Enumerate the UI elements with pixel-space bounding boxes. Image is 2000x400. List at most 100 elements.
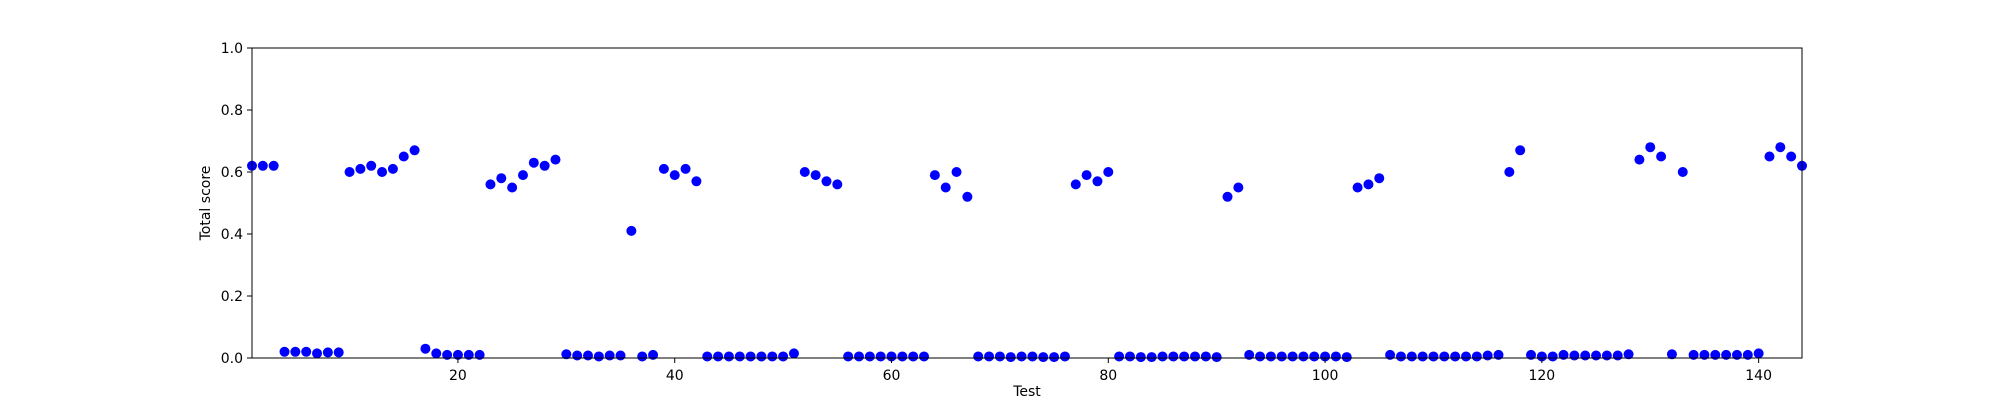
data-point (1764, 151, 1775, 162)
data-point (1634, 154, 1645, 165)
data-point (1363, 179, 1374, 190)
data-point (398, 151, 409, 162)
data-point (1341, 352, 1352, 363)
data-point (1190, 351, 1201, 362)
data-point (1298, 351, 1309, 362)
data-point (1330, 351, 1341, 362)
data-point (1114, 351, 1125, 362)
data-point (517, 170, 528, 181)
data-point (745, 351, 756, 362)
data-points (247, 142, 1807, 363)
data-point (485, 179, 496, 190)
data-point (1070, 179, 1081, 190)
data-point (355, 163, 366, 174)
data-point (1688, 349, 1699, 360)
plot-background (252, 48, 1802, 358)
data-point (810, 170, 821, 181)
data-point (539, 160, 550, 171)
data-point (1536, 351, 1547, 362)
data-point (1385, 349, 1396, 360)
data-point (853, 351, 864, 362)
data-point (929, 170, 940, 181)
data-point (1428, 351, 1439, 362)
data-point (1146, 352, 1157, 363)
data-point (984, 351, 995, 362)
data-point (897, 351, 908, 362)
data-point (1710, 349, 1721, 360)
data-point (940, 182, 951, 193)
data-point (1135, 352, 1146, 363)
data-point (604, 350, 615, 361)
data-point (648, 349, 659, 360)
data-point (1157, 351, 1168, 362)
data-point (344, 167, 355, 177)
data-point (1439, 351, 1450, 362)
x-tick-label: 140 (1745, 368, 1772, 384)
data-point (561, 349, 572, 360)
data-point (593, 351, 604, 362)
data-point (1721, 349, 1732, 360)
data-point (322, 347, 333, 358)
data-point (268, 160, 279, 171)
data-point (550, 154, 561, 165)
data-point (474, 349, 485, 360)
data-point (1081, 170, 1092, 181)
data-point (626, 225, 637, 236)
data-point (1450, 351, 1461, 362)
data-point (1677, 167, 1688, 177)
data-point (1255, 351, 1266, 362)
data-point (1027, 351, 1038, 362)
data-point (572, 350, 583, 361)
data-point (583, 350, 594, 361)
y-axis-ticks: 0.0 0.2 0.4 0.6 0.8 1.0 (221, 41, 252, 367)
data-point (1059, 351, 1070, 362)
data-point (832, 179, 843, 190)
data-point (615, 350, 626, 361)
data-point (1753, 348, 1764, 359)
data-point (1786, 151, 1797, 162)
data-point (799, 167, 810, 177)
data-point (452, 349, 463, 360)
y-tick-label: 0.8 (221, 103, 243, 119)
x-tick-label: 60 (883, 368, 901, 384)
data-point (1092, 176, 1103, 187)
data-point (528, 157, 539, 168)
data-point (1395, 351, 1406, 362)
data-point (734, 351, 745, 362)
data-point (1504, 167, 1515, 177)
data-point (420, 343, 431, 354)
y-axis-label: Total score (198, 166, 214, 242)
data-point (279, 346, 290, 357)
data-point (463, 349, 474, 360)
data-point (1656, 151, 1667, 162)
data-point (312, 348, 323, 359)
data-point (1179, 351, 1190, 362)
data-point (1547, 351, 1558, 362)
data-point (702, 351, 713, 362)
x-tick-label: 100 (1312, 368, 1339, 384)
data-point (767, 351, 778, 362)
data-point (1645, 142, 1656, 153)
data-point (1558, 349, 1569, 360)
data-point (951, 167, 962, 177)
data-point (864, 351, 875, 362)
data-point (1482, 350, 1493, 361)
data-point (1168, 351, 1179, 362)
data-point (1222, 191, 1233, 202)
data-point (843, 351, 854, 362)
data-point (756, 351, 767, 362)
data-point (658, 163, 669, 174)
x-axis-ticks: 20 40 60 80 100 120 140 (449, 358, 1772, 384)
data-point (387, 163, 398, 174)
data-point (778, 351, 789, 362)
data-point (290, 346, 301, 357)
data-point (908, 351, 919, 362)
data-point (713, 351, 724, 362)
data-point (1016, 351, 1027, 362)
x-tick-label: 80 (1099, 368, 1117, 384)
data-point (994, 351, 1005, 362)
data-point (496, 173, 507, 184)
data-point (1200, 351, 1211, 362)
data-point (691, 176, 702, 187)
data-point (366, 160, 377, 171)
